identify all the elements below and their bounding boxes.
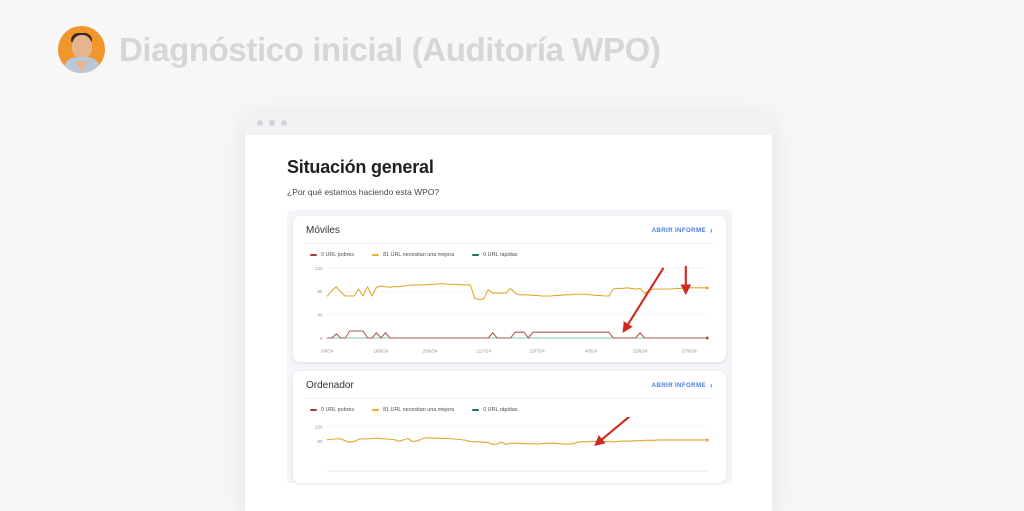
window-body: Situación general ¿Por qué estamos hacie… (245, 135, 772, 483)
legend-label-fast: 0 URL rápidas (483, 252, 518, 258)
page-title: Diagnóstico inicial (Auditoría WPO) (119, 30, 661, 68)
report-card-ordenador: Ordenador ABRIR INFORME › 0 URL pobres 8… (293, 371, 726, 483)
report-card-moviles: Móviles ABRIR INFORME › 0 URL pobres 81 … (293, 216, 726, 362)
browser-window-mock: Situación general ¿Por qué estamos hacie… (245, 111, 772, 511)
legend-item-poor[interactable]: 0 URL pobres (310, 407, 354, 413)
page-heading: Diagnóstico inicial (Auditoría WPO) (58, 26, 661, 73)
window-dot-maximize-icon[interactable] (281, 120, 287, 126)
window-dot-close-icon[interactable] (257, 120, 263, 126)
svg-text:0: 0 (320, 336, 323, 341)
legend-swatch-needs-improvement (372, 409, 380, 411)
report-card-header: Ordenador ABRIR INFORME › (306, 380, 713, 399)
legend-item-fast[interactable]: 0 URL rápidas (472, 407, 517, 413)
legend-label-needs-improvement: 81 URL necesitan una mejora (383, 252, 455, 258)
chart-ordenador[interactable]: 80 120 (306, 417, 713, 475)
svg-text:15/8/24: 15/8/24 (633, 348, 648, 353)
legend-label-poor: 0 URL pobres (321, 252, 355, 258)
chart-ordenador-svg: 80 120 (315, 424, 709, 472)
section-subtitle: ¿Por qué estamos haciendo esta WPO? (287, 187, 440, 197)
chevron-right-icon: › (709, 225, 713, 235)
legend-label-needs-improvement: 81 URL necesitan una mejora (383, 407, 455, 413)
chart-moviles-svg: 0 40 80 120 6/6/24 18/6/24 29/6/24 11/7/24 23/7/… (315, 266, 709, 354)
report-card-header: Móviles ABRIR INFORME › (306, 225, 713, 244)
svg-text:23/7/24: 23/7/24 (530, 348, 545, 353)
svg-text:40: 40 (318, 312, 323, 317)
chevron-right-icon: › (709, 380, 713, 390)
svg-text:120: 120 (315, 424, 323, 429)
svg-text:11/7/24: 11/7/24 (476, 348, 491, 353)
chart-legend: 0 URL pobres 81 URL necesitan una mejora… (306, 244, 713, 262)
section-title: Situación general (287, 157, 434, 177)
legend-swatch-fast (472, 254, 480, 256)
svg-text:4/8/24: 4/8/24 (585, 348, 598, 353)
chart-moviles[interactable]: 0 40 80 120 6/6/24 18/6/24 29/6/24 11/7/24 23/7/… (306, 262, 713, 354)
reports-panel: Móviles ABRIR INFORME › 0 URL pobres 81 … (287, 210, 732, 483)
report-card-title: Ordenador (306, 380, 354, 391)
svg-text:80: 80 (318, 289, 323, 294)
legend-swatch-poor (310, 409, 317, 411)
legend-item-needs-improvement[interactable]: 81 URL necesitan una mejora (372, 407, 454, 413)
legend-label-fast: 0 URL rápidas (483, 407, 518, 413)
svg-text:18/6/24: 18/6/24 (374, 348, 389, 353)
report-card-title: Móviles (306, 225, 340, 236)
svg-text:120: 120 (315, 266, 323, 271)
window-titlebar (245, 111, 772, 135)
svg-text:6/6/24: 6/6/24 (321, 348, 334, 353)
legend-swatch-needs-improvement (372, 254, 380, 256)
chart-legend: 0 URL pobres 81 URL necesitan una mejora… (306, 399, 713, 417)
open-report-link[interactable]: ABRIR INFORME › (651, 380, 713, 390)
open-report-label: ABRIR INFORME (651, 382, 706, 389)
avatar (58, 26, 105, 73)
legend-swatch-fast (472, 409, 480, 411)
svg-text:29/6/24: 29/6/24 (423, 348, 438, 353)
svg-text:80: 80 (318, 439, 323, 444)
open-report-link[interactable]: ABRIR INFORME › (651, 225, 713, 235)
window-dot-minimize-icon[interactable] (269, 120, 275, 126)
legend-swatch-poor (310, 254, 317, 256)
legend-item-poor[interactable]: 0 URL pobres (310, 252, 354, 258)
avatar-face (71, 35, 92, 58)
svg-text:27/8/24: 27/8/24 (682, 348, 697, 353)
legend-label-poor: 0 URL pobres (321, 407, 355, 413)
legend-item-needs-improvement[interactable]: 81 URL necesitan una mejora (372, 252, 454, 258)
legend-item-fast[interactable]: 0 URL rápidas (472, 252, 517, 258)
open-report-label: ABRIR INFORME (651, 227, 706, 234)
